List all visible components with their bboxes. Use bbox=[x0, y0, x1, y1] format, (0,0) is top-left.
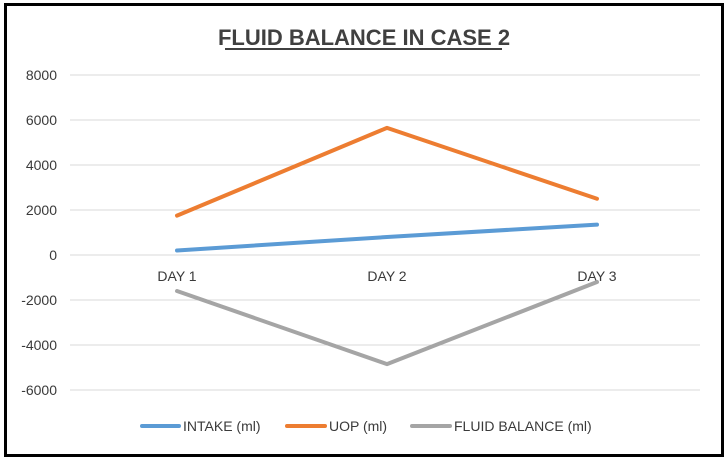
series-lines bbox=[175, 125, 599, 367]
y-tick-label: 0 bbox=[49, 247, 57, 263]
series-line-2 bbox=[175, 125, 599, 218]
x-tick-label: DAY 1 bbox=[157, 268, 196, 284]
legend-label: INTAKE (ml) bbox=[183, 418, 261, 434]
x-tick-label: DAY 3 bbox=[577, 268, 616, 284]
series-line-1 bbox=[175, 222, 599, 253]
y-tick-label: -2000 bbox=[21, 292, 57, 308]
y-tick-label: -4000 bbox=[21, 337, 57, 353]
chart-frame bbox=[4, 3, 724, 457]
legend-label: UOP (ml) bbox=[329, 418, 387, 434]
series-line-3 bbox=[175, 280, 599, 367]
x-tick-label: DAY 2 bbox=[367, 268, 406, 284]
x-axis-tick-labels: DAY 1 DAY 2 DAY 3 bbox=[157, 268, 616, 284]
y-axis-tick-labels: 8000 6000 4000 2000 0 -2000 -4000 -6000 bbox=[21, 67, 57, 398]
legend: INTAKE (ml) UOP (ml) FLUID BALANCE (ml) bbox=[140, 418, 592, 434]
y-tick-label: 6000 bbox=[26, 112, 57, 128]
y-tick-label: 4000 bbox=[26, 157, 57, 173]
chart-title: FLUID BALANCE IN CASE 2 bbox=[218, 25, 510, 50]
gridlines bbox=[70, 74, 700, 391]
y-tick-label: 2000 bbox=[26, 202, 57, 218]
legend-label: FLUID BALANCE (ml) bbox=[454, 418, 592, 434]
y-tick-label: -6000 bbox=[21, 382, 57, 398]
y-tick-label: 8000 bbox=[26, 67, 57, 83]
